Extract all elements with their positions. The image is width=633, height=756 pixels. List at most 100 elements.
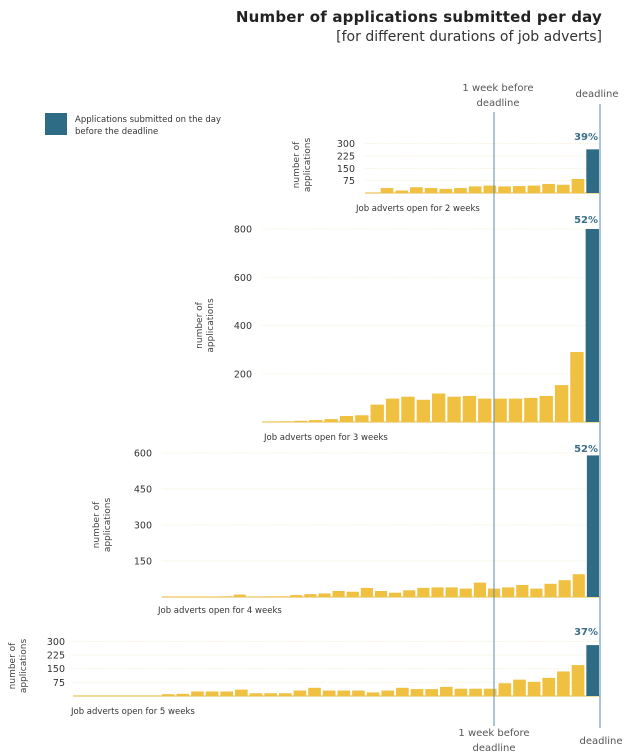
bar bbox=[401, 396, 415, 422]
bar bbox=[502, 587, 515, 597]
bar bbox=[542, 183, 555, 193]
bar bbox=[176, 693, 190, 696]
bar bbox=[396, 687, 409, 696]
bar bbox=[527, 185, 541, 193]
y-tick-label: 300 bbox=[134, 521, 152, 532]
y-axis-label-line-1: number of bbox=[92, 501, 102, 548]
bar bbox=[147, 695, 160, 696]
y-tick-label: 800 bbox=[234, 225, 252, 236]
panel-label: Job adverts open for 2 weeks bbox=[355, 204, 480, 214]
bar bbox=[74, 695, 87, 696]
bar bbox=[439, 686, 453, 696]
bar bbox=[431, 587, 444, 597]
bar bbox=[395, 190, 409, 193]
bar bbox=[247, 596, 260, 597]
y-tick-label: 450 bbox=[134, 485, 152, 496]
deadline-label-bottom: deadline bbox=[579, 736, 622, 747]
bar bbox=[132, 695, 146, 696]
y-tick-label: 75 bbox=[53, 678, 65, 689]
bar-day-before-deadline bbox=[585, 229, 599, 422]
bar bbox=[557, 671, 570, 696]
bar bbox=[410, 187, 423, 193]
bar bbox=[454, 188, 467, 193]
bar bbox=[205, 596, 218, 597]
bar bbox=[381, 690, 395, 696]
panel-label: Job adverts open for 5 weeks bbox=[70, 707, 195, 717]
week-before-label-top-2: deadline bbox=[476, 98, 519, 109]
y-axis-label-line-2: applications bbox=[303, 138, 313, 193]
panel-label: Job adverts open for 3 weeks bbox=[263, 433, 388, 443]
bar bbox=[516, 585, 529, 597]
legend-swatch bbox=[45, 113, 67, 135]
bar bbox=[264, 693, 277, 696]
bar bbox=[360, 587, 373, 597]
bar bbox=[454, 688, 468, 696]
y-tick-label: 150 bbox=[337, 164, 355, 175]
bar bbox=[498, 683, 512, 696]
bar bbox=[445, 587, 458, 597]
bar bbox=[339, 415, 354, 422]
deadline-label-top: deadline bbox=[575, 89, 618, 100]
bar bbox=[163, 596, 176, 597]
bar bbox=[389, 592, 402, 597]
bar bbox=[235, 689, 248, 696]
bar bbox=[462, 395, 477, 422]
last-day-share-label: 52% bbox=[574, 444, 598, 455]
y-tick-label: 600 bbox=[234, 273, 252, 284]
bar bbox=[88, 695, 102, 696]
bar bbox=[263, 421, 277, 422]
y-axis-label-line-1: number of bbox=[195, 301, 205, 348]
bar bbox=[309, 420, 323, 422]
panel-label: Job adverts open for 4 weeks bbox=[157, 606, 282, 616]
bar bbox=[293, 420, 308, 422]
bar bbox=[337, 690, 351, 696]
bar bbox=[370, 404, 384, 422]
bar bbox=[380, 188, 394, 193]
y-tick-label: 200 bbox=[234, 369, 252, 380]
bar bbox=[220, 691, 234, 696]
bar bbox=[530, 588, 543, 597]
y-axis-label-line-2: applications bbox=[103, 498, 113, 553]
bar bbox=[554, 385, 569, 422]
bar bbox=[276, 596, 289, 597]
bar bbox=[473, 582, 486, 597]
bar bbox=[322, 690, 336, 696]
bar bbox=[293, 690, 307, 696]
y-axis-label-line-1: number of bbox=[292, 141, 302, 188]
bar bbox=[332, 591, 345, 597]
week-before-label-bottom-1: 1 week before bbox=[458, 728, 529, 739]
bar bbox=[403, 590, 416, 597]
week-before-label-bottom-2: deadline bbox=[472, 743, 515, 754]
bar bbox=[318, 593, 331, 597]
bar bbox=[352, 690, 365, 696]
y-tick-label: 150 bbox=[134, 557, 152, 568]
bar bbox=[512, 186, 526, 193]
bar bbox=[278, 693, 292, 696]
bar bbox=[324, 419, 338, 422]
bar bbox=[570, 352, 584, 422]
bar bbox=[117, 695, 131, 696]
bar bbox=[468, 186, 482, 193]
bar bbox=[103, 695, 116, 696]
y-axis-label-line-2: applications bbox=[19, 639, 29, 694]
bar bbox=[424, 188, 438, 193]
chart-subtitle: [for different durations of job adverts] bbox=[336, 29, 602, 45]
bar bbox=[542, 677, 556, 696]
bar bbox=[527, 681, 541, 696]
bar bbox=[539, 395, 553, 422]
bar bbox=[483, 185, 497, 193]
bar bbox=[366, 692, 380, 696]
bar bbox=[524, 397, 538, 422]
bar bbox=[571, 665, 585, 696]
bar bbox=[410, 689, 424, 696]
legend-label: Applications submitted on the day before… bbox=[75, 115, 222, 137]
bar bbox=[425, 689, 438, 696]
y-tick-label: 300 bbox=[337, 139, 355, 150]
last-day-share-label: 52% bbox=[574, 215, 598, 226]
y-axis-label-line-2: applications bbox=[206, 298, 216, 353]
bar-day-before-deadline bbox=[586, 149, 599, 193]
y-tick-label: 225 bbox=[47, 651, 65, 662]
bar bbox=[417, 587, 430, 597]
bar-day-before-deadline bbox=[586, 645, 599, 696]
